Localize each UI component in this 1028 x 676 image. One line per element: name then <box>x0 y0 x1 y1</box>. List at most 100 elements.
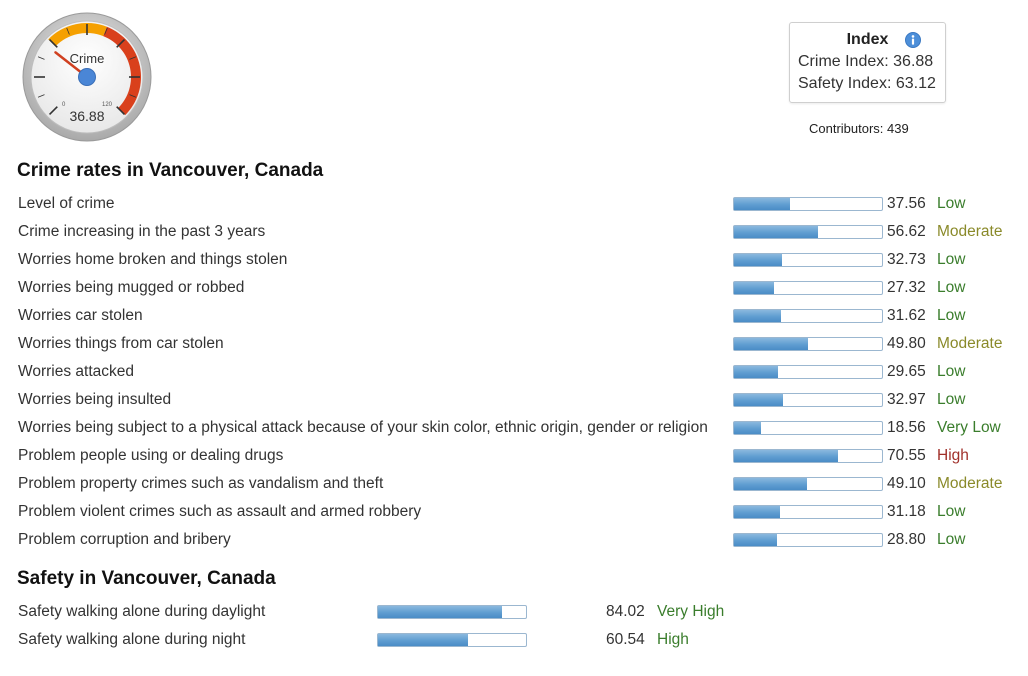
item-label: Problem people using or dealing drugs <box>18 447 284 464</box>
score-bar-fill <box>378 606 503 618</box>
gauge-tick <box>48 38 58 48</box>
item-label: Worries home broken and things stolen <box>18 251 288 268</box>
item-label: Level of crime <box>18 195 115 212</box>
list-item: Problem corruption and bribery 28.80 Low <box>0 526 1028 554</box>
list-item: Worries being insulted 32.97 Low <box>0 386 1028 414</box>
item-level: High <box>937 447 969 464</box>
item-level: Low <box>937 195 966 212</box>
list-item: Worries car stolen 31.62 Low <box>0 302 1028 330</box>
item-level: Moderate <box>937 475 1003 492</box>
score-bar <box>733 477 883 491</box>
list-item: Worries things from car stolen 49.80 Moder… <box>0 330 1028 358</box>
score-bar-fill <box>734 394 783 406</box>
gauge-band-moderate <box>48 22 107 47</box>
list-item: Problem property crimes such as vandalis… <box>0 470 1028 498</box>
score-bar-fill <box>378 634 468 646</box>
info-icon[interactable] <box>905 32 921 48</box>
score-bar <box>377 633 527 647</box>
item-score: 28.80 <box>887 531 926 548</box>
safety-index-label: Safety Index: <box>798 75 892 92</box>
list-item: Crime increasing in the past 3 years 56.6… <box>0 218 1028 246</box>
item-score: 49.10 <box>887 475 926 492</box>
gauge-tick <box>116 106 126 116</box>
item-label: Safety walking alone during night <box>18 631 246 648</box>
item-score: 37.56 <box>887 195 926 212</box>
score-bar <box>733 225 883 239</box>
contributors-count: Contributors: 439 <box>809 121 909 136</box>
item-label: Safety walking alone during daylight <box>18 603 266 620</box>
gauge-ticks <box>34 24 140 116</box>
gauge-max-label: 120 <box>102 102 113 108</box>
score-bar-fill <box>734 226 818 238</box>
score-bar <box>733 393 883 407</box>
gauge-tick <box>104 27 108 35</box>
list-item: Worries being mugged or robbed 27.32 Low <box>0 274 1028 302</box>
score-bar-fill <box>734 282 775 294</box>
crime-index-label: Crime Index: <box>798 53 889 70</box>
item-level: Moderate <box>937 223 1003 240</box>
gauge-band-high <box>103 26 141 116</box>
score-bar-fill <box>734 338 808 350</box>
item-label: Worries being insulted <box>18 391 172 408</box>
list-item: Safety walking alone during night 60.54 Hi… <box>0 626 1028 654</box>
item-level: Low <box>937 503 966 520</box>
list-item: Safety walking alone during daylight 84.0… <box>0 598 1028 626</box>
score-bar <box>377 605 527 619</box>
list-item: Level of crime 37.56 Low <box>0 190 1028 218</box>
item-score: 60.54 <box>606 631 645 648</box>
item-score: 27.32 <box>887 279 926 296</box>
score-bar <box>733 309 883 323</box>
item-label: Worries things from car stolen <box>18 335 224 352</box>
score-bar-fill <box>734 506 781 518</box>
item-level: Low <box>937 531 966 548</box>
score-bar-fill <box>734 254 783 266</box>
score-bar <box>733 421 883 435</box>
gauge-label: Crime <box>70 51 105 66</box>
list-item: Worries home broken and things stolen 32.… <box>0 246 1028 274</box>
item-label: Worries being mugged or robbed <box>18 279 245 296</box>
crime-rates-heading: Crime rates in Vancouver, Canada <box>17 160 324 181</box>
safety-index-value: 63.12 <box>895 75 936 92</box>
safety-index-row: Safety Index: 63.12 <box>798 75 936 93</box>
item-score: 32.97 <box>887 391 926 408</box>
item-level: Low <box>937 363 966 380</box>
safety-heading: Safety in Vancouver, Canada <box>17 568 276 589</box>
item-level: Moderate <box>937 335 1003 352</box>
list-item: Worries being subject to a physical atta… <box>0 414 1028 442</box>
score-bar <box>733 281 883 295</box>
index-box: Index Crime Index: 36.88 Safety Index: 6… <box>789 22 946 103</box>
score-bar <box>733 533 883 547</box>
item-label: Problem violent crimes such as assault a… <box>18 503 422 520</box>
score-bar-fill <box>734 450 839 462</box>
gauge-min-label: 0 <box>62 102 66 108</box>
gauge-tick <box>129 56 137 60</box>
item-label: Problem property crimes such as vandalis… <box>18 475 384 492</box>
item-score: 18.56 <box>887 419 926 436</box>
item-label: Worries car stolen <box>18 307 143 324</box>
score-bar <box>733 449 883 463</box>
crime-index-value: 36.88 <box>893 53 934 70</box>
score-bar <box>733 365 883 379</box>
item-label: Crime increasing in the past 3 years <box>18 223 266 240</box>
item-score: 31.62 <box>887 307 926 324</box>
gauge-tick <box>116 38 126 48</box>
score-bar-fill <box>734 422 762 434</box>
item-score: 70.55 <box>887 447 926 464</box>
score-bar-fill <box>734 534 777 546</box>
gauge-tick <box>48 106 58 116</box>
gauge-tick <box>37 56 45 60</box>
item-label: Worries being subject to a physical atta… <box>18 419 708 436</box>
item-score: 32.73 <box>887 251 926 268</box>
gauge-hub <box>78 68 96 86</box>
item-score: 56.62 <box>887 223 926 240</box>
item-level: High <box>657 631 689 648</box>
list-item: Worries attacked 29.65 Low <box>0 358 1028 386</box>
item-score: 31.18 <box>887 503 926 520</box>
score-bar-fill <box>734 366 778 378</box>
item-level: Low <box>937 279 966 296</box>
item-level: Low <box>937 391 966 408</box>
score-bar-fill <box>734 478 807 490</box>
item-score: 49.80 <box>887 335 926 352</box>
index-title: Index <box>846 31 889 48</box>
item-level: Low <box>937 307 966 324</box>
